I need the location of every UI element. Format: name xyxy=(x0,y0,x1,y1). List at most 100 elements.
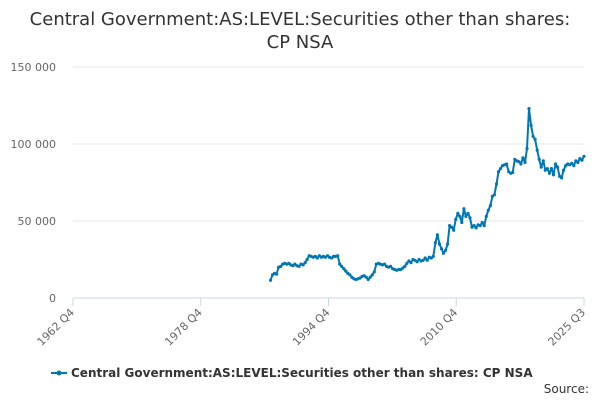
data-point-113 xyxy=(498,167,503,171)
data-point-125 xyxy=(523,160,527,165)
data-point-75 xyxy=(421,258,425,262)
data-point-86 xyxy=(444,248,448,252)
data-point-127 xyxy=(527,107,531,111)
data-point-67 xyxy=(405,261,409,265)
chart-title-line-2: CP NSA xyxy=(267,32,334,53)
x-tick-label-2: 1994 Q4 xyxy=(290,306,333,349)
data-point-80 xyxy=(431,254,435,258)
data-point-69 xyxy=(409,261,413,265)
data-point-128 xyxy=(529,123,533,128)
data-point-153 xyxy=(580,158,584,162)
data-point-35 xyxy=(340,264,344,268)
data-point-0 xyxy=(268,278,273,282)
data-point-130 xyxy=(533,137,537,141)
data-point-137 xyxy=(547,171,552,175)
data-point-148 xyxy=(570,161,574,165)
data-point-76 xyxy=(423,256,427,260)
data-point-36 xyxy=(342,267,346,271)
data-point-48 xyxy=(366,277,370,282)
data-point-37 xyxy=(344,269,348,273)
data-point-16 xyxy=(301,263,305,267)
y-gridlines xyxy=(73,66,584,222)
data-point-94 xyxy=(460,220,464,225)
data-point-111 xyxy=(494,182,499,186)
series-layer xyxy=(268,107,586,282)
data-point-56 xyxy=(382,262,387,266)
x-tick-label-1: 1978 Q4 xyxy=(162,306,205,349)
data-point-3 xyxy=(275,272,279,276)
data-point-141 xyxy=(555,165,560,169)
data-point-50 xyxy=(370,273,374,277)
data-point-77 xyxy=(425,258,429,262)
x-tick-label-3: 2010 Q4 xyxy=(418,306,461,349)
data-point-66 xyxy=(403,264,407,268)
data-point-82 xyxy=(435,233,439,237)
data-point-136 xyxy=(545,167,550,171)
data-point-47 xyxy=(364,275,368,279)
data-point-154 xyxy=(582,154,586,158)
data-point-105 xyxy=(482,224,486,228)
source-label: Source: xyxy=(544,382,589,396)
data-point-23 xyxy=(315,256,319,260)
y-tick-label-1: 50 000 xyxy=(18,215,57,228)
data-point-123 xyxy=(519,162,523,166)
y-axis-tick-labels: 0 50 000 100 000 150 000 xyxy=(11,61,57,305)
data-point-18 xyxy=(305,257,309,262)
data-point-81 xyxy=(433,241,437,245)
data-point-101 xyxy=(474,226,478,230)
data-point-39 xyxy=(348,273,352,277)
data-point-96 xyxy=(464,214,468,218)
data-point-134 xyxy=(541,159,545,163)
data-point-143 xyxy=(560,176,564,180)
series-line-0 xyxy=(269,107,585,281)
data-point-151 xyxy=(576,160,580,165)
x-axis: 1962 Q4 1978 Q4 1994 Q4 2010 Q4 2025 Q3 xyxy=(35,297,589,349)
legend[interactable]: Central Government:AS:LEVEL:Securities o… xyxy=(51,366,533,380)
data-point-140 xyxy=(553,162,558,166)
y-tick-label-0: 0 xyxy=(49,292,56,305)
data-point-91 xyxy=(454,217,458,222)
data-point-103 xyxy=(478,224,482,228)
data-point-104 xyxy=(480,220,484,225)
chart-title: Central Government:AS:LEVEL:Securities o… xyxy=(30,9,571,53)
data-point-108 xyxy=(488,204,492,208)
data-point-92 xyxy=(456,211,460,215)
data-point-49 xyxy=(368,275,372,279)
data-point-119 xyxy=(511,170,515,175)
chart-title-line-1: Central Government:AS:LEVEL:Securities o… xyxy=(30,9,571,30)
x-tick-label-0: 1962 Q4 xyxy=(35,306,78,349)
data-point-144 xyxy=(562,168,566,172)
data-point-33 xyxy=(336,254,340,258)
data-point-122 xyxy=(517,160,521,164)
data-point-14 xyxy=(297,264,301,268)
x-tick-label-4: 2025 Q3 xyxy=(546,306,589,349)
data-point-116 xyxy=(505,162,509,166)
data-point-17 xyxy=(303,261,307,265)
data-point-149 xyxy=(572,164,576,168)
data-point-138 xyxy=(549,167,554,171)
data-point-89 xyxy=(450,225,454,229)
data-point-84 xyxy=(439,247,444,251)
data-point-132 xyxy=(537,157,541,161)
data-point-59 xyxy=(389,264,393,268)
data-point-83 xyxy=(437,242,442,246)
y-tick-label-2: 100 000 xyxy=(11,138,57,151)
data-point-5 xyxy=(279,264,283,268)
data-point-72 xyxy=(415,260,419,264)
data-point-95 xyxy=(462,207,466,211)
data-point-34 xyxy=(338,262,342,266)
data-point-100 xyxy=(472,224,476,228)
data-point-124 xyxy=(521,156,525,160)
data-point-129 xyxy=(531,134,535,138)
data-point-97 xyxy=(466,211,470,215)
data-point-112 xyxy=(496,170,501,174)
data-point-110 xyxy=(492,193,496,197)
data-point-98 xyxy=(468,216,472,220)
data-point-131 xyxy=(535,148,539,152)
data-point-90 xyxy=(452,228,456,232)
data-point-126 xyxy=(525,147,529,151)
data-point-93 xyxy=(458,214,462,218)
data-point-85 xyxy=(441,251,446,255)
data-point-87 xyxy=(446,242,450,246)
